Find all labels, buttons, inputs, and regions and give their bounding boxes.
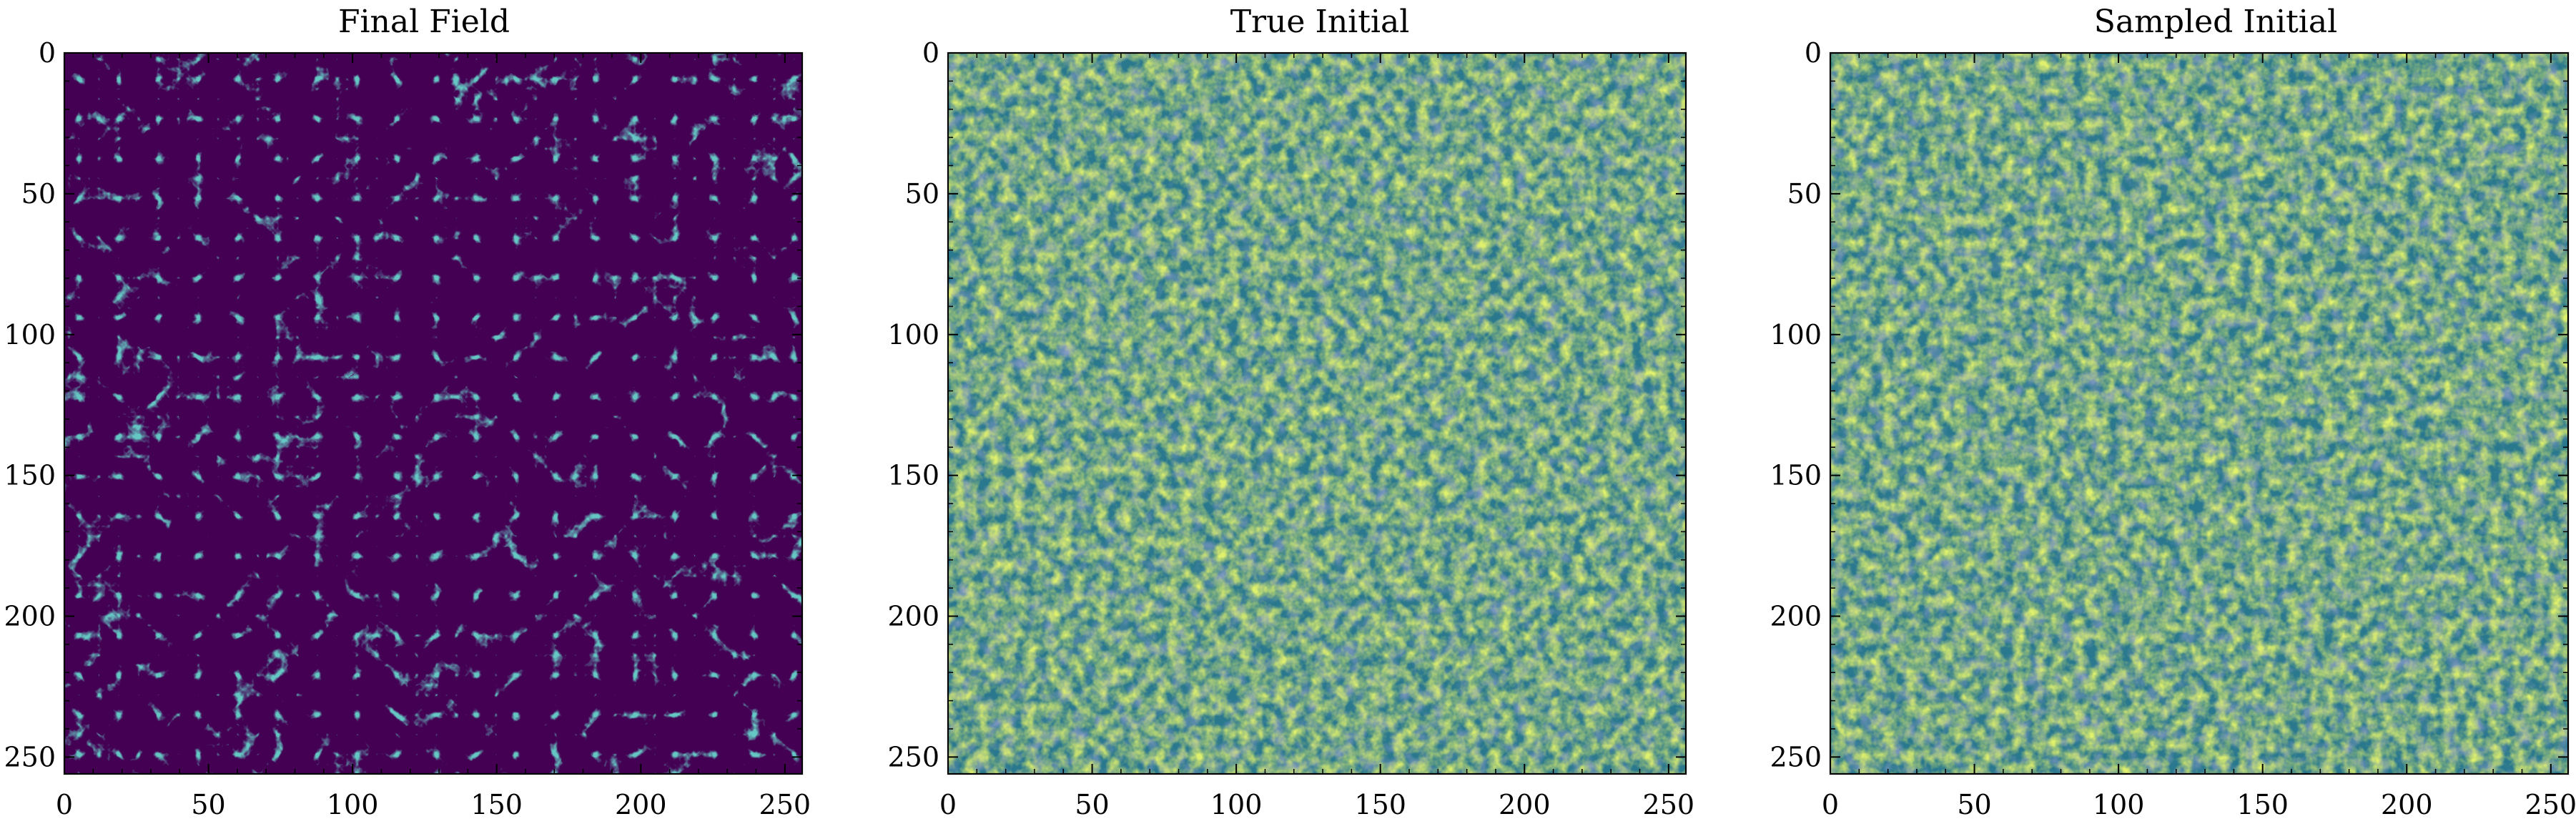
axes-frame — [947, 51, 1687, 775]
x-tick-label: 50 — [191, 789, 225, 820]
x-tick-label: 250 — [759, 789, 811, 820]
x-tick-label: 150 — [1354, 789, 1406, 820]
y-tick-label: 250 — [1770, 741, 1822, 772]
y-tick-label: 100 — [4, 319, 56, 350]
x-tick-label: 100 — [327, 789, 379, 820]
x-tick-label: 200 — [2381, 789, 2433, 820]
x-tick-label: 150 — [470, 789, 523, 820]
x-tick-label: 0 — [56, 789, 73, 820]
y-tick-label: 100 — [887, 319, 939, 350]
axes-frame — [1829, 51, 2570, 775]
heatmap-field — [1830, 53, 2568, 774]
panel-title-true-initial: True Initial — [1230, 4, 1410, 40]
x-tick-label: 250 — [2525, 789, 2576, 820]
y-tick-label: 0 — [922, 37, 939, 69]
x-tick-label: 0 — [1822, 789, 1839, 820]
y-tick-label: 0 — [39, 37, 56, 69]
x-tick-label: 100 — [2093, 789, 2145, 820]
y-tick-label: 150 — [1770, 460, 1822, 491]
x-tick-label: 200 — [615, 789, 667, 820]
panel-title-sampled-initial: Sampled Initial — [2093, 4, 2338, 40]
axes-frame — [63, 51, 804, 775]
y-tick-label: 200 — [1770, 601, 1822, 632]
y-tick-label: 50 — [1787, 178, 1822, 210]
x-tick-label: 100 — [1210, 789, 1263, 820]
y-tick-label: 150 — [4, 460, 56, 491]
x-tick-label: 200 — [1499, 789, 1551, 820]
y-tick-label: 200 — [887, 601, 939, 632]
y-tick-label: 50 — [905, 178, 939, 210]
y-tick-label: 250 — [887, 741, 939, 772]
heatmap-field — [64, 53, 802, 774]
x-tick-label: 150 — [2236, 789, 2289, 820]
y-tick-label: 0 — [1805, 37, 1822, 69]
x-tick-label: 250 — [1643, 789, 1695, 820]
y-tick-label: 150 — [887, 460, 939, 491]
x-tick-label: 0 — [939, 789, 957, 820]
y-tick-label: 50 — [21, 178, 56, 210]
y-tick-label: 200 — [4, 601, 56, 632]
x-tick-label: 50 — [1957, 789, 1991, 820]
panel-title-final-field: Final Field — [337, 4, 510, 40]
x-tick-label: 50 — [1075, 789, 1109, 820]
heatmap-field — [948, 53, 1686, 774]
y-tick-label: 250 — [4, 741, 56, 772]
y-tick-label: 100 — [1770, 319, 1822, 350]
